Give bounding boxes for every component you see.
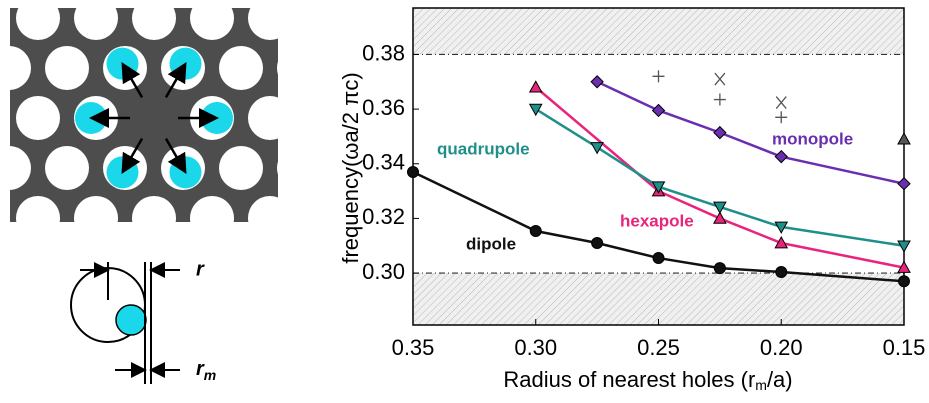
point bbox=[590, 142, 604, 155]
point bbox=[651, 103, 666, 118]
hole bbox=[132, 196, 176, 222]
series-label: monopole bbox=[772, 129, 853, 148]
hole bbox=[219, 146, 263, 190]
inner-radius-subscript: m bbox=[204, 367, 216, 383]
shaded-band bbox=[413, 273, 904, 325]
arrow bbox=[121, 137, 144, 175]
hole bbox=[10, 146, 31, 190]
point bbox=[713, 125, 727, 140]
point bbox=[652, 70, 665, 83]
hole bbox=[248, 196, 278, 222]
point bbox=[897, 177, 911, 191]
y-tick-label: 0.38 bbox=[362, 40, 405, 65]
hole bbox=[219, 46, 263, 90]
point bbox=[713, 201, 727, 214]
point bbox=[651, 181, 666, 194]
holes bbox=[0, 0, 408, 290]
shifted-hole bbox=[169, 156, 202, 189]
hole bbox=[0, 96, 2, 140]
hole bbox=[0, 0, 2, 40]
point bbox=[714, 72, 726, 86]
inner-radius-label: rm bbox=[196, 358, 216, 382]
point bbox=[774, 221, 789, 234]
y-tick-label: 0.36 bbox=[362, 95, 405, 120]
point bbox=[897, 240, 911, 253]
shifted-hole bbox=[106, 47, 139, 80]
hole bbox=[74, 8, 118, 40]
x-axis-label-part: m bbox=[755, 377, 767, 393]
x-axis-label: Radius of nearest holes (rm/a) bbox=[503, 367, 792, 393]
x-tick-label: 0.20 bbox=[760, 335, 803, 360]
hole bbox=[132, 8, 176, 40]
hole bbox=[0, 196, 2, 240]
shifted-hole bbox=[169, 47, 202, 80]
hole bbox=[306, 0, 350, 40]
hole bbox=[248, 8, 278, 40]
point bbox=[713, 93, 726, 106]
point bbox=[529, 224, 542, 237]
x-tick-label: 0.25 bbox=[637, 335, 680, 360]
y-axis-label: frequency(ωa/2 πc) bbox=[338, 72, 363, 263]
inner-radius-text: r bbox=[196, 358, 205, 380]
point bbox=[407, 165, 419, 178]
hole bbox=[16, 8, 60, 40]
x-axis-label-part: /a) bbox=[767, 367, 793, 392]
hole bbox=[364, 0, 408, 40]
chart: 0.30 0.32 0.34 0.36 0.38 0.35 0.30 0.25 0.20 0.15… bbox=[338, 7, 926, 393]
series-label: dipole bbox=[466, 234, 516, 253]
shifted-hole bbox=[106, 156, 139, 189]
hole bbox=[10, 46, 31, 90]
point bbox=[652, 252, 665, 265]
hole bbox=[277, 161, 278, 175]
point bbox=[528, 103, 543, 117]
point bbox=[528, 80, 543, 93]
x-tick-label: 0.35 bbox=[392, 335, 435, 360]
shaded-band bbox=[413, 8, 904, 55]
x-tick-label: 0.30 bbox=[514, 335, 557, 360]
hole bbox=[16, 96, 60, 140]
arrow bbox=[164, 61, 187, 99]
arrow bbox=[121, 61, 144, 99]
point bbox=[774, 149, 788, 164]
x-tick-label: 0.15 bbox=[883, 335, 926, 360]
arrow bbox=[164, 137, 187, 175]
point bbox=[897, 260, 911, 273]
radius-label: r bbox=[196, 258, 205, 280]
hole bbox=[45, 46, 89, 90]
point bbox=[713, 262, 726, 275]
crystal-diagram bbox=[0, 0, 408, 290]
x-axis-label-part: Radius of nearest holes (r bbox=[503, 367, 755, 392]
hole bbox=[45, 146, 89, 190]
point bbox=[590, 75, 604, 89]
point bbox=[713, 211, 727, 224]
series-label: hexapole bbox=[620, 211, 694, 230]
series-label: quadrupole bbox=[437, 139, 530, 158]
point bbox=[897, 132, 911, 145]
hole bbox=[16, 196, 60, 222]
series-line bbox=[596, 80, 905, 185]
hole bbox=[190, 196, 234, 222]
hole bbox=[0, 246, 31, 290]
hole bbox=[219, 246, 263, 290]
series-line bbox=[535, 108, 905, 247]
point bbox=[775, 111, 788, 124]
point bbox=[898, 275, 910, 288]
y-tick-label: 0.30 bbox=[362, 259, 405, 284]
y-tick-label: 0.32 bbox=[362, 204, 405, 229]
hole bbox=[74, 196, 118, 222]
hole bbox=[277, 61, 278, 75]
point bbox=[591, 237, 604, 250]
point bbox=[775, 96, 787, 109]
y-tick-label: 0.34 bbox=[362, 150, 405, 175]
hole bbox=[277, 246, 321, 290]
hole bbox=[190, 8, 234, 40]
hole-diagram: r rm bbox=[70, 258, 216, 384]
point bbox=[775, 265, 788, 278]
hole bbox=[248, 96, 278, 140]
hole bbox=[45, 246, 89, 290]
point bbox=[774, 235, 789, 249]
